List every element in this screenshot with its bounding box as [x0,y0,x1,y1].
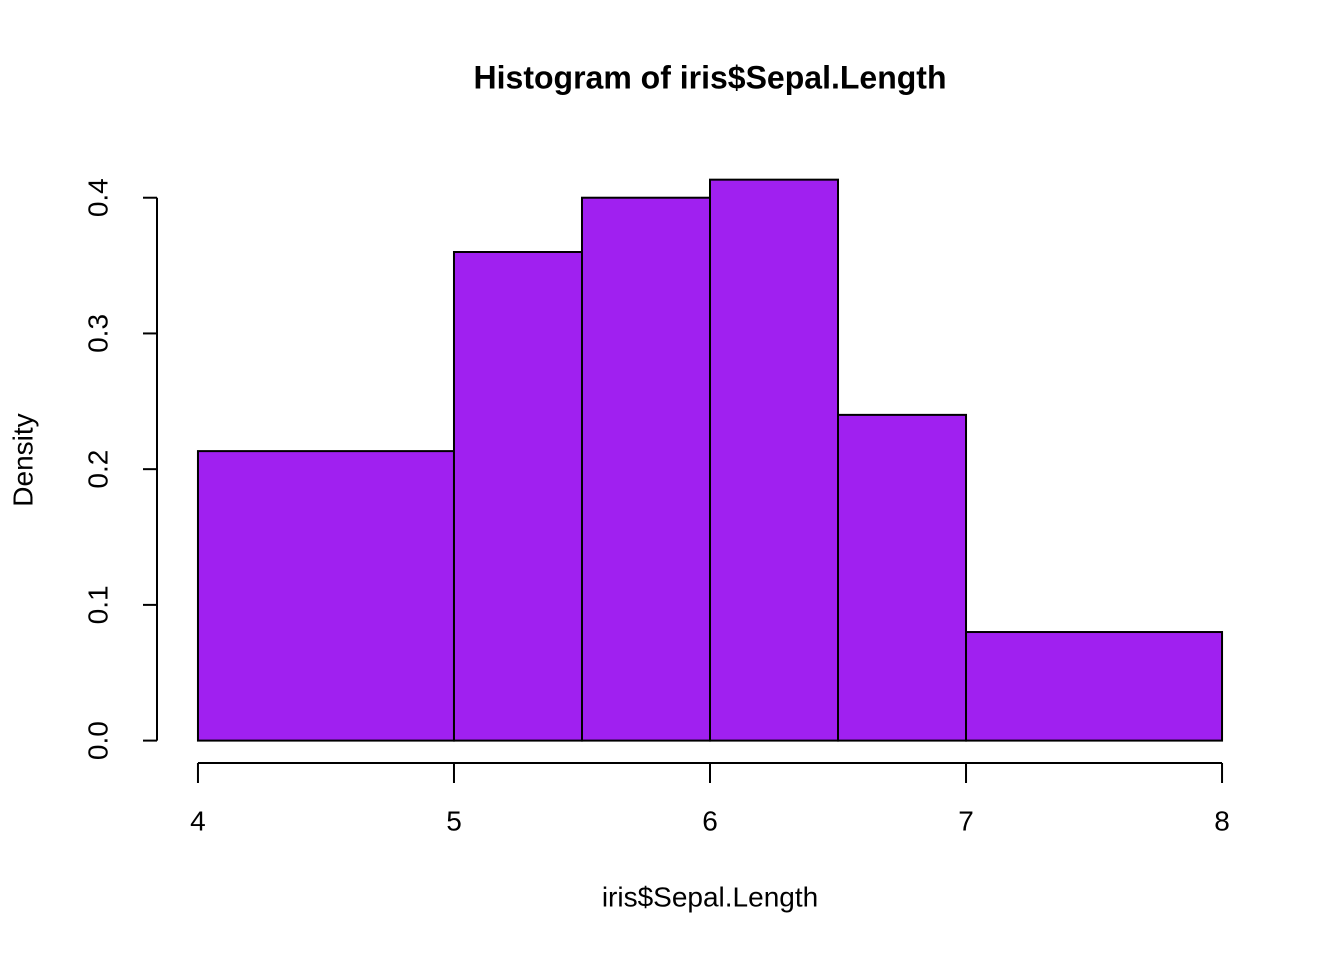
bar [452,251,583,742]
bar [837,413,968,742]
bar [580,196,711,742]
y-axis-label: Density [7,413,38,506]
x-tick-label: 6 [702,805,718,836]
y-tick-label: 0.3 [82,314,113,353]
y-tick-label: 0.4 [82,178,113,217]
x-axis-label: iris$Sepal.Length [602,881,818,912]
y-tick-label: 0.2 [82,450,113,489]
bar [196,450,455,742]
y-tick-label: 0.1 [82,585,113,624]
y-tick-label: 0.0 [82,721,113,760]
bar [965,631,1224,742]
x-tick-label: 8 [1214,805,1230,836]
chart-title: Histogram of iris$Sepal.Length [474,59,947,95]
bar [709,178,840,742]
x-tick-label: 5 [446,805,462,836]
x-tick-label: 7 [958,805,974,836]
x-tick-label: 4 [190,805,206,836]
